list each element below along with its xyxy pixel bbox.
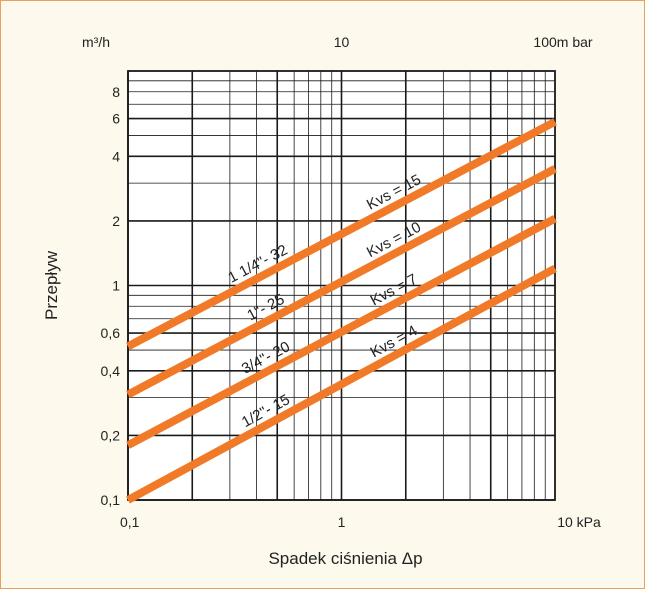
- x-axis-title: Spadek ciśnienia Δp: [268, 549, 422, 568]
- y-axis-title: Przepływ: [42, 250, 61, 320]
- series-line: [126, 118, 557, 350]
- plot-border: [127, 70, 556, 501]
- x-top-tick-label: 100m bar: [533, 34, 592, 50]
- y-tick-label: 0,2: [101, 427, 121, 443]
- y-tick-label: 1: [112, 278, 120, 294]
- x-tick-label: 10 kPa: [557, 514, 601, 530]
- y-tick-label: 0,6: [101, 325, 121, 341]
- x-tick-label: 1: [338, 514, 346, 530]
- series-line: [126, 165, 557, 399]
- x-tick-label: 0,1: [120, 514, 140, 530]
- y-tick-label: 2: [112, 213, 120, 229]
- y-tick-label: 0,4: [101, 363, 121, 379]
- y-tick-label: 4: [112, 148, 120, 164]
- y-tick-label: 8: [112, 84, 120, 100]
- series-line: [126, 215, 557, 449]
- x-top-tick-label: 10: [334, 34, 350, 50]
- y-tick-label: 6: [112, 111, 120, 127]
- y-unit-label: m³/h: [82, 34, 110, 50]
- series-line: [126, 264, 557, 504]
- y-tick-label: 0,1: [101, 492, 121, 508]
